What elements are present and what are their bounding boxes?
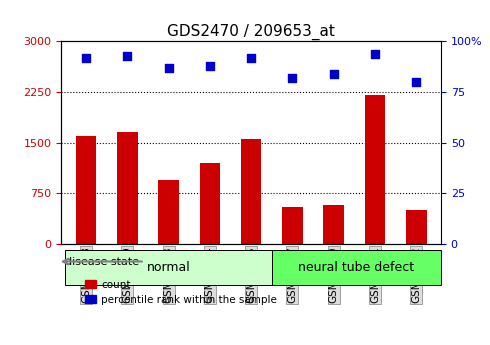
Bar <box>365 95 385 244</box>
Point <box>123 53 131 58</box>
Point <box>371 51 379 56</box>
Text: neural tube defect: neural tube defect <box>298 261 415 274</box>
Point <box>165 65 172 70</box>
Legend: count, percentile rank within the sample: count, percentile rank within the sample <box>85 280 277 305</box>
Point <box>289 75 296 81</box>
Point <box>206 63 214 68</box>
Bar <box>241 139 262 244</box>
Point <box>412 79 420 85</box>
Bar <box>158 180 179 244</box>
Bar <box>117 132 138 244</box>
Text: normal: normal <box>147 261 191 274</box>
Point <box>247 55 255 60</box>
Point <box>330 71 338 77</box>
Text: disease state: disease state <box>65 257 139 266</box>
Bar <box>282 207 303 244</box>
FancyBboxPatch shape <box>272 250 441 285</box>
FancyBboxPatch shape <box>65 250 272 285</box>
Bar <box>75 136 97 244</box>
Title: GDS2470 / 209653_at: GDS2470 / 209653_at <box>167 24 335 40</box>
Bar <box>406 210 427 244</box>
Point <box>82 55 90 60</box>
Bar <box>199 163 220 244</box>
Bar <box>323 205 344 244</box>
